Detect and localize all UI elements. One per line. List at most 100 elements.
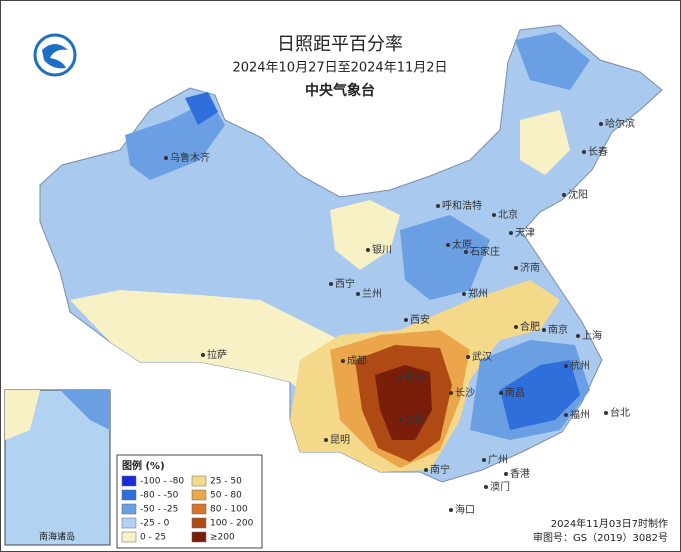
legend-label: 80 - 100 [210, 505, 248, 515]
footer-approval: 审图号：GS（2019）3082号 [533, 531, 668, 544]
region-deep-blue [500, 360, 580, 430]
legend-swatch [121, 531, 137, 543]
region-brown [375, 365, 432, 440]
city-label: 拉萨 [207, 348, 227, 361]
city-dot [424, 468, 428, 472]
legend-swatch [191, 531, 207, 543]
city-dot [404, 318, 408, 322]
city-dot [399, 418, 403, 422]
city-dot [499, 391, 503, 395]
city-label: 天津 [515, 227, 535, 239]
inset: 南海诸岛 [4, 389, 111, 546]
legend-label: -25 - 0 [140, 519, 170, 529]
region-light-yellow [520, 110, 570, 175]
legend-swatch [121, 503, 137, 515]
city-dot [462, 292, 466, 296]
legend-label: ≥200 [210, 533, 235, 543]
city-label: 沈阳 [568, 188, 588, 201]
city-label: 北京 [498, 208, 518, 221]
city-label: 呼和浩特 [442, 200, 482, 212]
city-dot [201, 353, 205, 357]
city-label: 成都 [347, 355, 367, 367]
city-label: 西安 [410, 313, 430, 326]
date-range: 2024年10月27日至2024年11月2日 [232, 61, 447, 76]
city-dot [484, 485, 488, 489]
city-label: 长春 [588, 146, 608, 158]
city-dot [604, 411, 608, 415]
city-label: 乌鲁木齐 [170, 151, 210, 164]
city-dot [542, 328, 546, 332]
city-dot [509, 231, 513, 235]
legend-label: 100 - 200 [210, 519, 254, 529]
city-label: 香港 [510, 468, 530, 480]
city-label: 福州 [570, 408, 590, 421]
legend-label: 25 - 50 [210, 477, 242, 487]
city-label: 台北 [610, 406, 630, 419]
region-deep-blue [185, 92, 218, 125]
city-dot [164, 156, 168, 160]
city-dot [329, 282, 333, 286]
city-label: 西宁 [335, 277, 355, 290]
city-label: 海口 [455, 503, 475, 516]
city-dot [341, 359, 345, 363]
legend-label: -100 - -80 [140, 477, 184, 487]
inset-label: 南海诸岛 [39, 531, 75, 543]
city-label: 长沙 [455, 387, 475, 399]
city-dot [466, 355, 470, 359]
legend-swatch [191, 475, 207, 487]
legend-swatch [191, 517, 207, 529]
city-label: 上海 [582, 329, 602, 342]
region-light-yellow [330, 200, 400, 270]
city-dot [564, 413, 568, 417]
city-label: 太原 [452, 238, 472, 251]
city-label: 济南 [520, 261, 540, 274]
city-dot [446, 243, 450, 247]
legend-swatch [191, 503, 207, 515]
legend-swatch [121, 475, 137, 487]
city-dot [576, 334, 580, 338]
city-label: 郑州 [468, 287, 488, 300]
legend-label: -50 - -25 [140, 505, 178, 515]
city-label: 哈尔滨 [605, 117, 635, 130]
city-label: 银川 [372, 243, 392, 256]
city-dot [356, 292, 360, 296]
city-dot [514, 266, 518, 270]
city-dot [398, 376, 402, 380]
footer-made: 2024年11月03日7时制作 [551, 517, 668, 530]
legend-label: -80 - -50 [140, 491, 179, 501]
city-label: 兰州 [362, 287, 382, 300]
city-dot [492, 213, 496, 217]
agency: 中央气象台 [305, 82, 375, 99]
city-dot [464, 250, 468, 254]
city-label: 广州 [488, 454, 508, 466]
legend-label: 0 - 25 [140, 533, 166, 543]
city-label: 武汉 [472, 350, 492, 363]
city-dot [514, 325, 518, 329]
region-blue [400, 215, 490, 300]
city-label: 重庆 [404, 371, 424, 384]
city-dot [599, 122, 603, 126]
city-dot [324, 438, 328, 442]
region-blue [515, 32, 590, 90]
city-dot [449, 508, 453, 512]
title: 日照距平百分率 [277, 34, 403, 55]
city-label: 南昌 [505, 386, 525, 399]
legend-swatch [121, 517, 137, 529]
city-dot [504, 472, 508, 476]
city-dot [482, 458, 486, 462]
city-label: 合肥 [520, 320, 540, 333]
logo [33, 33, 77, 77]
city-dot [366, 248, 370, 252]
city-label: 杭州 [570, 359, 590, 372]
city-label: 南京 [548, 323, 568, 336]
city-label: 澳门 [490, 480, 510, 493]
city-dot [436, 204, 440, 208]
city-label: 贵阳 [405, 413, 425, 426]
city-label: 昆明 [330, 434, 350, 446]
city-dot [562, 193, 566, 197]
city-dot [449, 391, 453, 395]
legend-swatch [191, 489, 207, 501]
legend-label: 50 - 80 [210, 491, 242, 501]
city-dot [564, 364, 568, 368]
